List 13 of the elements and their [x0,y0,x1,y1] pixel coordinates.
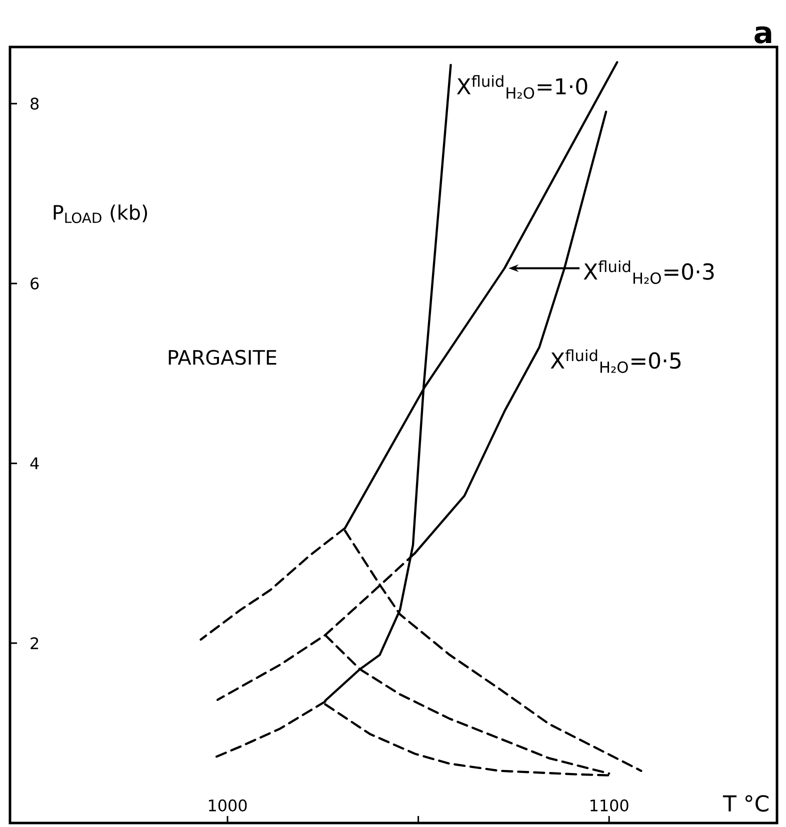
y-axis-title: P$_{LOAD}$ (kb) [54,204,148,224]
chart-title: a [754,26,772,44]
annotation: PARGASITE [168,350,276,365]
y-tick-label: 6 [30,277,39,290]
x-axis-title: T °C [722,795,768,812]
x-tick-label: 1100 [590,799,628,812]
x-tick-label: 1000 [208,799,247,812]
series-label: X$^{fluid}$$_{H₂O}$=0·5 [550,349,681,373]
y-tick-label: 2 [30,637,38,650]
y-tick-label: 8 [30,98,39,110]
y-tick-label: 4 [30,458,39,470]
series-label: X$^{fluid}$$_{H₂O}$=1·0 [456,75,588,99]
legend-label: X$^{fluid}$$_{H₂O}$=0·3 [584,260,714,284]
